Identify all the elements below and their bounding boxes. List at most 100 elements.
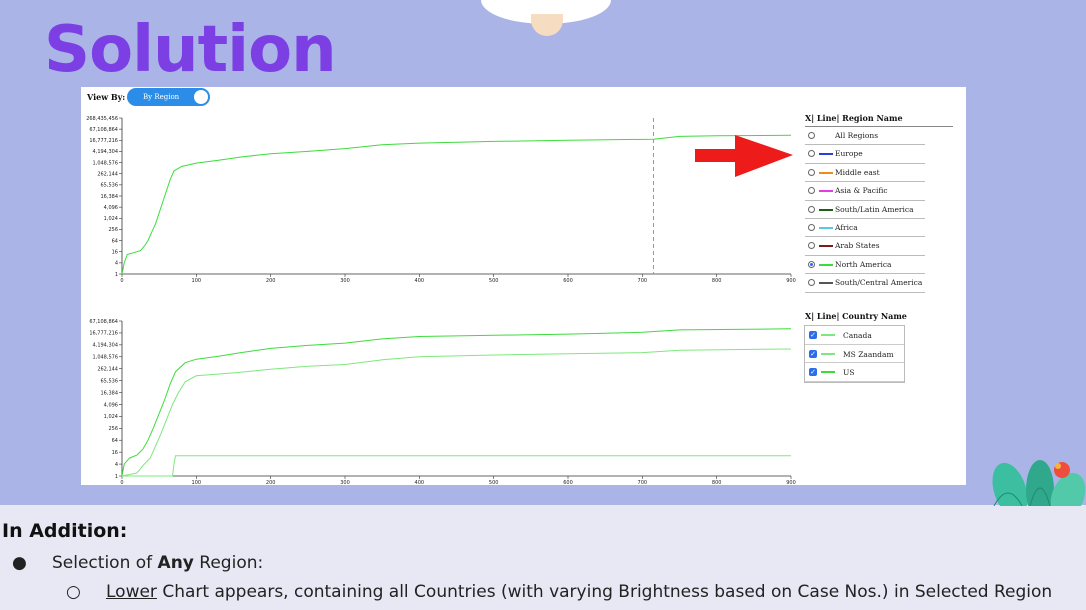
x-tick-label: 400 <box>415 278 425 284</box>
notes-section: In Addition: ● Selection of Any Region: ○… <box>0 505 1086 610</box>
region-option-label: Middle east <box>835 167 880 177</box>
radio-icon[interactable] <box>808 260 815 268</box>
y-tick-label: 1,024 <box>104 414 118 420</box>
x-tick-label: 900 <box>786 480 796 486</box>
region-option[interactable]: Europe <box>805 145 925 164</box>
line-swatch <box>819 226 833 229</box>
region-option[interactable]: North America <box>805 256 925 275</box>
radio-icon[interactable] <box>808 242 815 250</box>
radio-icon[interactable] <box>808 168 815 176</box>
x-tick-label: 600 <box>563 278 573 284</box>
y-tick-label: 67,108,864 <box>89 319 118 325</box>
region-legend-rule <box>805 126 953 127</box>
radio-icon[interactable] <box>808 187 815 195</box>
line-swatch <box>821 334 835 336</box>
y-tick-label: 268,435,456 <box>86 116 118 122</box>
lower-country-chart: 1 4 16 64 256 1,024 4,096 16,384 65,536 262,144 1,… <box>89 319 796 486</box>
y-tick-label: 16,777,216 <box>89 331 118 337</box>
note-item-2-rest: Chart appears, containing all Countries … <box>156 582 1053 602</box>
y-tick-label: 262,144 <box>97 366 118 372</box>
y-tick-label: 1,048,576 <box>93 160 118 166</box>
country-option[interactable]: ✓ US <box>805 363 904 382</box>
dashboard-panel: View By: By Region 1 4 16 64 256 1,024 4,096 16… <box>81 87 966 486</box>
note-item-1-suffix: Region: <box>193 553 264 573</box>
radio-icon[interactable] <box>808 223 815 231</box>
y-tick-label: 65,536 <box>101 183 119 189</box>
region-option[interactable]: Middle east <box>805 164 925 183</box>
y-tick-label: 16,384 <box>101 194 119 200</box>
y-tick-label: 262,144 <box>97 172 118 178</box>
country-option-label: MS Zaandam <box>843 349 894 359</box>
notes-heading: In Addition: <box>2 520 128 542</box>
y-tick-label: 67,108,864 <box>89 127 118 133</box>
y-tick-label: 256 <box>108 227 118 233</box>
region-legend-title: X| Line| Region Name <box>805 113 903 123</box>
note-item-2: ○ Lower Chart appears, containing all Cou… <box>66 582 1052 602</box>
series-line-canada[interactable] <box>121 348 792 477</box>
y-tick-label: 4,096 <box>104 205 118 211</box>
checkbox-icon[interactable]: ✓ <box>809 349 817 358</box>
region-option[interactable]: Asia & Pacific <box>805 182 925 201</box>
y-tick-label: 1,048,576 <box>93 355 118 361</box>
bullet-filled-icon: ● <box>12 553 27 573</box>
line-swatch <box>819 245 833 248</box>
country-option-label: US <box>843 368 855 377</box>
x-tick-label: 800 <box>712 278 722 284</box>
upper-region-chart: 1 4 16 64 256 1,024 4,096 16,384 65,536 262,144 1,… <box>86 116 796 284</box>
toggle-label: By Region <box>143 93 180 101</box>
region-option[interactable]: Africa <box>805 219 925 238</box>
line-swatch <box>821 371 835 373</box>
y-tick-label: 1,024 <box>104 216 118 222</box>
slide-title: Solution <box>44 13 337 87</box>
x-tick-label: 200 <box>266 480 276 486</box>
plant-decoration-icon <box>992 460 1086 506</box>
note-item-1-prefix: Selection of <box>52 553 158 573</box>
x-tick-label: 500 <box>489 278 499 284</box>
country-option[interactable]: ✓ Canada <box>805 326 904 345</box>
line-swatch <box>819 171 833 174</box>
view-by-toggle[interactable]: By Region <box>127 88 210 106</box>
line-swatch <box>819 263 833 266</box>
country-option[interactable]: ✓ MS Zaandam <box>805 345 904 363</box>
series-line-north-america[interactable] <box>121 134 792 275</box>
x-tick-label: 500 <box>489 480 499 486</box>
region-option[interactable]: South/Central America <box>805 274 925 293</box>
country-legend: ✓ Canada ✓ MS Zaandam ✓ US <box>804 325 905 383</box>
y-tick-label: 1 <box>115 474 118 480</box>
series-line-us[interactable] <box>121 328 792 477</box>
x-tick-label: 700 <box>638 278 648 284</box>
region-option-label: All Regions <box>835 131 879 140</box>
region-option-label: South/Latin America <box>835 204 914 214</box>
checkbox-icon[interactable]: ✓ <box>809 368 817 376</box>
line-swatch <box>819 190 833 193</box>
radio-icon[interactable] <box>808 279 815 287</box>
region-option-label: Europe <box>835 149 863 159</box>
x-tick-label: 400 <box>415 480 425 486</box>
x-tick-label: 900 <box>786 278 796 284</box>
checkbox-icon[interactable]: ✓ <box>809 331 817 339</box>
region-option-label: Africa <box>835 222 858 232</box>
region-option-label: South/Central America <box>835 278 923 288</box>
x-tick-label: 0 <box>120 480 123 486</box>
y-tick-label: 4 <box>115 462 118 468</box>
series-line-ms-zaandam[interactable] <box>122 455 791 477</box>
x-tick-label: 100 <box>192 278 202 284</box>
country-legend-title: X| Line| Country Name <box>805 311 907 321</box>
x-tick-label: 700 <box>638 480 648 486</box>
region-option[interactable]: All Regions <box>805 127 925 146</box>
radio-icon[interactable] <box>808 132 815 139</box>
toggle-knob[interactable] <box>194 90 208 104</box>
region-option[interactable]: South/Latin America <box>805 201 925 219</box>
note-item-2-underlined: Lower <box>106 582 157 602</box>
region-legend: All Regions Europe Middle east Asia & Pacif… <box>805 127 925 293</box>
region-option[interactable]: Arab States <box>805 237 925 256</box>
y-tick-label: 16 <box>112 450 118 456</box>
y-tick-label: 1 <box>115 272 118 278</box>
radio-icon[interactable] <box>808 150 815 158</box>
y-tick-label: 16 <box>112 250 118 256</box>
line-swatch <box>819 208 833 211</box>
decorative-dot <box>531 14 563 36</box>
radio-icon[interactable] <box>808 205 815 213</box>
line-swatch <box>819 153 833 156</box>
x-tick-label: 300 <box>340 480 350 486</box>
